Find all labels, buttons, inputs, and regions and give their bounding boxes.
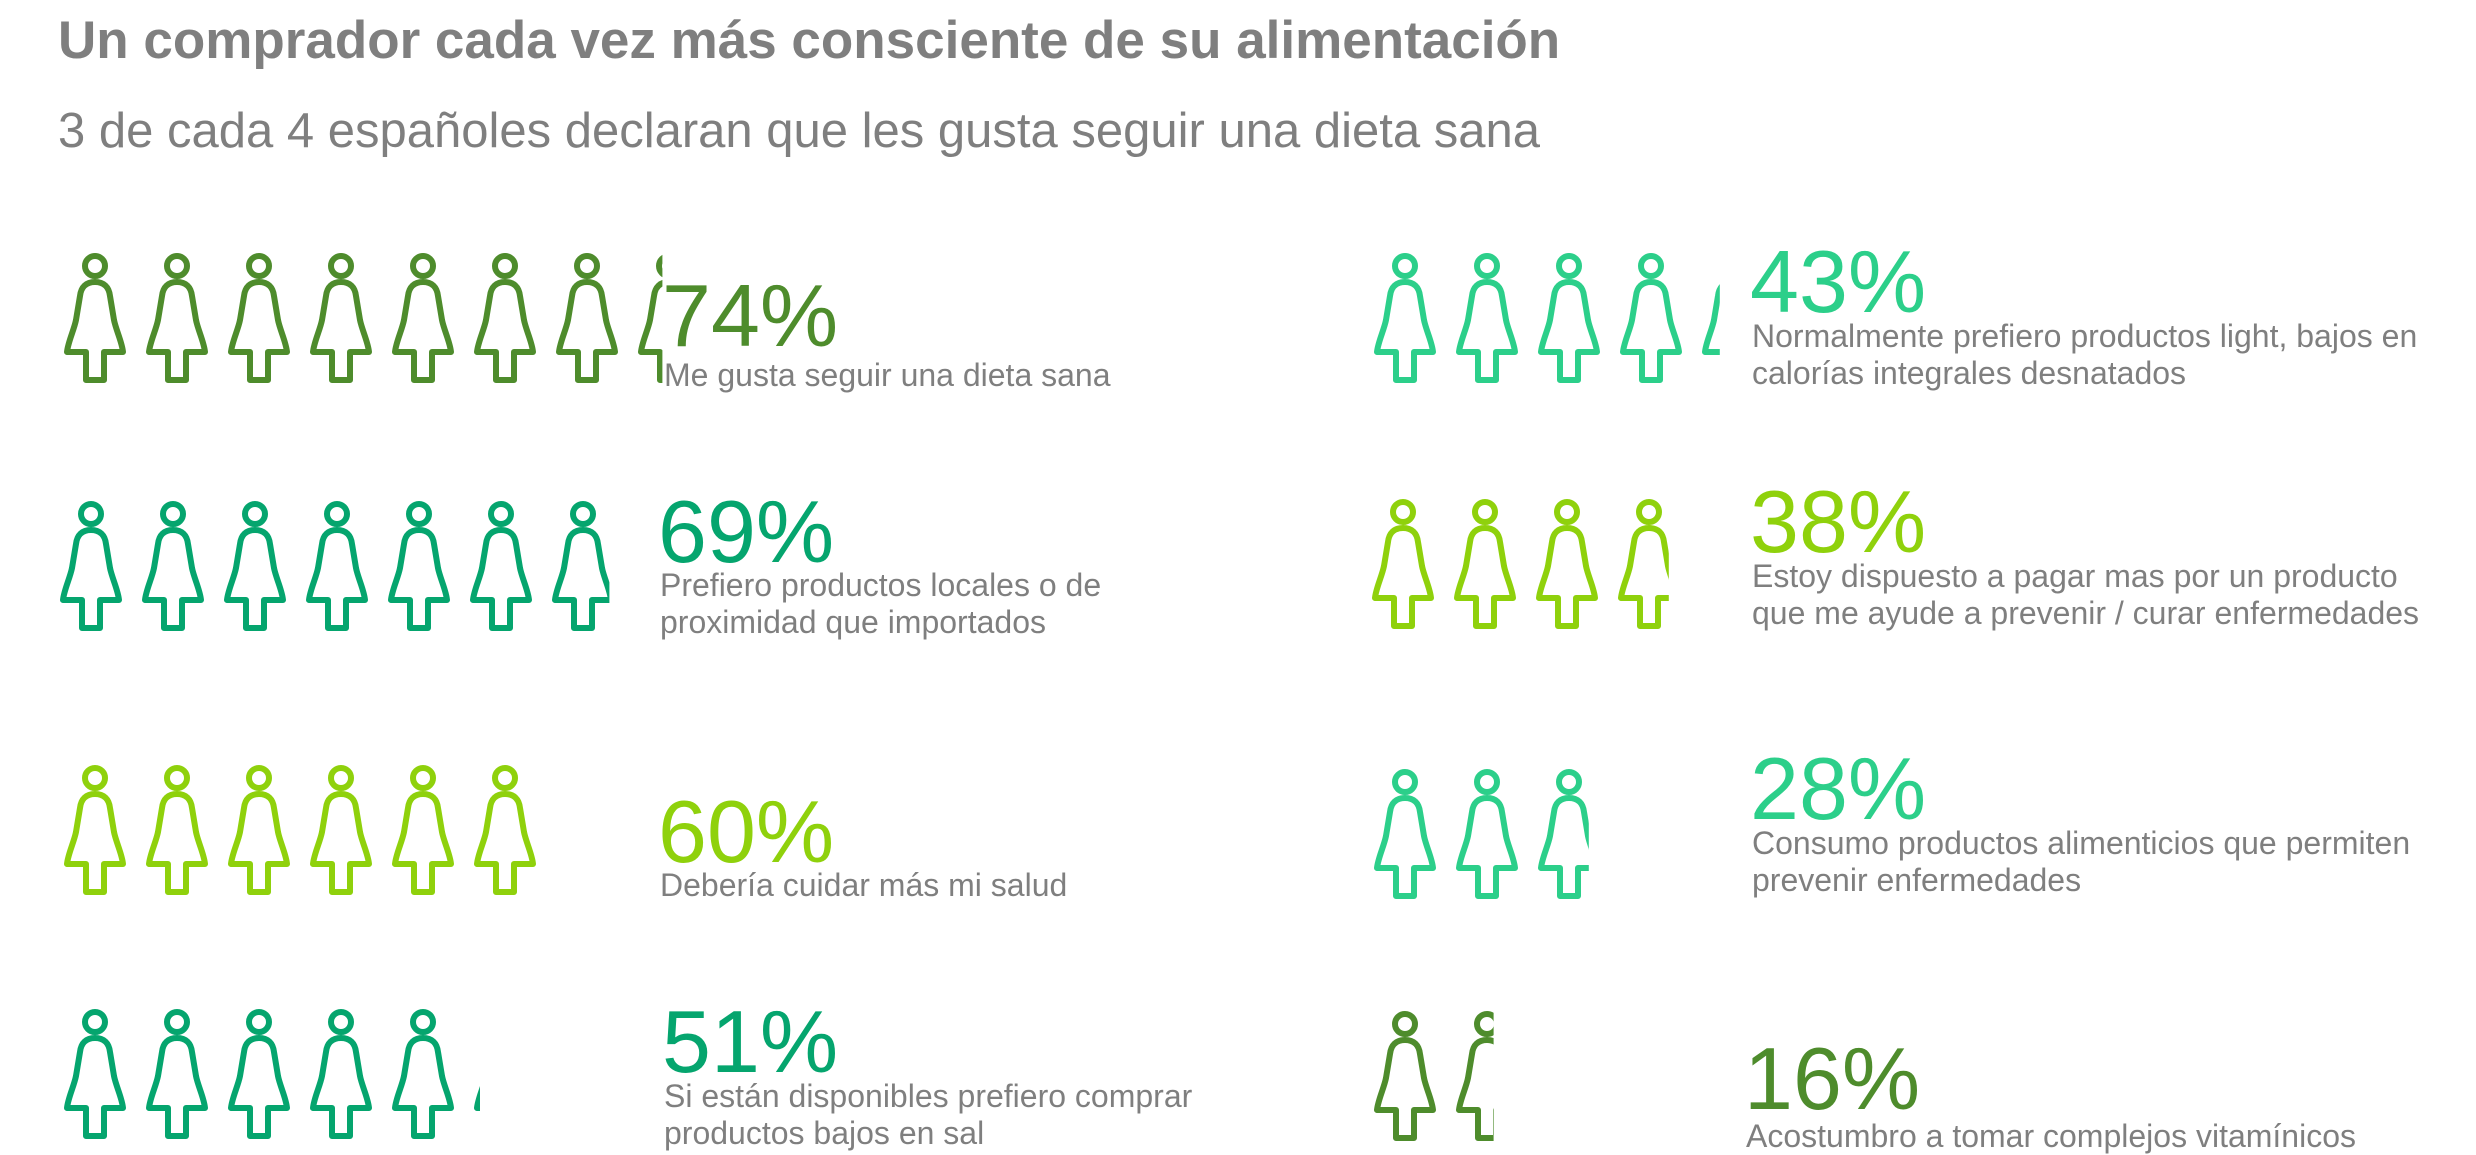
person-icons-60 — [64, 765, 536, 895]
person-icons-43 — [1374, 253, 1720, 383]
person-icon — [1374, 769, 1436, 899]
page-title: Un comprador cada vez más consciente de … — [58, 11, 1561, 70]
person-icons-16 — [1374, 1011, 1494, 1141]
person-icon — [64, 765, 126, 895]
person-icon-partial — [1456, 1011, 1494, 1141]
person-icons-28 — [1374, 769, 1589, 899]
person-icon — [146, 765, 208, 895]
person-icon — [228, 253, 290, 383]
person-icon-partial — [474, 1086, 480, 1111]
percentage-label: 74% — [662, 266, 839, 365]
percentage-label: 69% — [658, 482, 835, 581]
person-icon — [224, 501, 286, 631]
person-icon — [1456, 769, 1518, 899]
percentage-label: 43% — [1750, 232, 1927, 331]
person-icon — [556, 253, 618, 383]
statement-line: Normalmente prefiero productos light, ba… — [1752, 318, 2418, 354]
person-icon — [142, 501, 204, 631]
person-icon — [1374, 1011, 1436, 1141]
person-icon-partial — [1538, 769, 1589, 899]
statement-text: Debería cuidar más mi salud — [660, 867, 1067, 904]
person-icon-partial — [638, 254, 663, 383]
statement-text: Estoy dispuesto a pagar mas por un produ… — [1752, 558, 2419, 632]
statement-line: Acostumbro a tomar complejos vitamínicos — [1746, 1118, 2356, 1154]
person-icons-74 — [64, 253, 663, 383]
statement-line: prevenir enfermedades — [1752, 862, 2082, 898]
statement-text: Prefiero productos locales o de proximida… — [660, 567, 1101, 641]
percentage-label: 51% — [662, 992, 839, 1091]
person-icon — [1620, 253, 1682, 383]
statement-line: productos bajos en sal — [664, 1115, 985, 1151]
person-icons-38 — [1372, 499, 1669, 629]
person-icon — [388, 501, 450, 631]
person-icon — [306, 501, 368, 631]
person-icon-partial — [1618, 499, 1669, 629]
person-icons-51 — [64, 1009, 480, 1139]
person-icon — [64, 253, 126, 383]
statement-line: calorías integrales desnatados — [1752, 355, 2187, 391]
percentage-label: 38% — [1750, 472, 1927, 571]
person-icon — [310, 1009, 372, 1139]
person-icon — [392, 1009, 454, 1139]
person-icon — [60, 501, 122, 631]
statement-line: proximidad que importados — [660, 604, 1046, 640]
person-icon — [470, 501, 532, 631]
statement-line: Debería cuidar más mi salud — [660, 867, 1068, 903]
person-icon — [146, 253, 208, 383]
statement-text: Normalmente prefiero productos light, ba… — [1752, 318, 2417, 392]
percentage-label: 16% — [1744, 1029, 1921, 1128]
person-icon — [310, 253, 372, 383]
person-icon — [1454, 499, 1516, 629]
statement-line: que me ayude a prevenir / curar enfermed… — [1752, 595, 2420, 631]
person-icon — [146, 1009, 208, 1139]
person-icon — [1374, 253, 1436, 383]
person-icon-partial — [1702, 284, 1720, 355]
person-icon — [228, 1009, 290, 1139]
statement-text: Acostumbro a tomar complejos vitamínicos — [1746, 1118, 2356, 1155]
statement-line: Estoy dispuesto a pagar mas por un produ… — [1752, 558, 2398, 594]
person-icons-69 — [60, 501, 610, 631]
person-icon — [228, 765, 290, 895]
percentage-label: 60% — [658, 782, 835, 881]
person-icon — [474, 253, 536, 383]
statement-line: Si están disponibles prefiero comprar — [664, 1078, 1193, 1114]
person-icon — [474, 765, 536, 895]
statement-line: Consumo productos alimenticios que permi… — [1752, 825, 2411, 861]
person-icon — [64, 1009, 126, 1139]
page-subtitle: 3 de cada 4 españoles declaran que les g… — [58, 104, 1540, 158]
person-icon — [1456, 253, 1518, 383]
person-icon — [392, 253, 454, 383]
statement-line: Prefiero productos locales o de — [660, 567, 1102, 603]
person-icon — [1372, 499, 1434, 629]
statement-text: Si están disponibles prefiero comprar pro… — [664, 1078, 1192, 1152]
percentage-label: 28% — [1750, 739, 1927, 838]
person-icon-partial — [552, 501, 610, 631]
person-icon — [1538, 253, 1600, 383]
statement-text: Consumo productos alimenticios que permi… — [1752, 825, 2410, 899]
statement-text: Me gusta seguir una dieta sana — [664, 357, 1111, 394]
statement-line: Me gusta seguir una dieta sana — [664, 357, 1111, 393]
person-icon — [392, 765, 454, 895]
person-icon — [310, 765, 372, 895]
person-icon — [1536, 499, 1598, 629]
